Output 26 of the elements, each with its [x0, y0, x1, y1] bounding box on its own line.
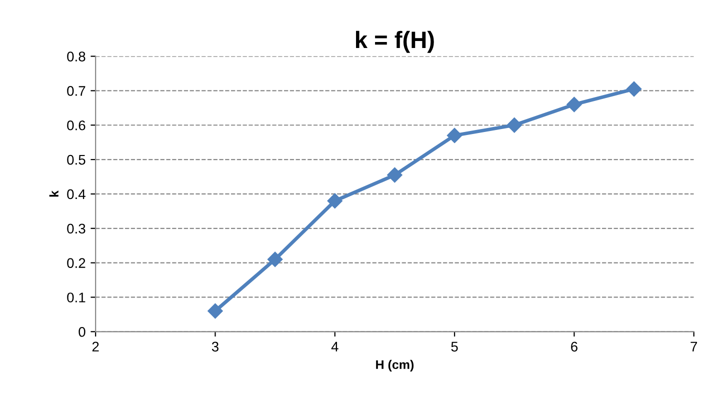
x-tick-label: 6: [571, 342, 578, 352]
point: [208, 303, 223, 319]
y-tick-label: 0.4: [67, 189, 86, 200]
point: [387, 167, 402, 183]
point: [566, 96, 582, 112]
point: [446, 128, 462, 144]
point: [506, 118, 522, 133]
y-tick-label: 0.7: [67, 86, 86, 96]
point: [267, 252, 283, 267]
point: [626, 81, 642, 97]
x-tick-label: 5: [451, 342, 458, 352]
point: [327, 193, 342, 208]
chart-title: k = f(H): [356, 30, 434, 53]
x-tick-label: 3: [212, 342, 218, 352]
y-tick-label: 0.5: [67, 154, 86, 165]
y-tick-label: 0.2: [67, 258, 86, 268]
y-tick-label: 0.6: [67, 120, 86, 130]
x-axis-title: H (cm): [376, 360, 414, 372]
x-tick-label: 7: [690, 342, 698, 352]
y-tick-label: 0: [78, 326, 86, 337]
x-tick-label: 2: [92, 342, 99, 352]
y-tick-label: 0.8: [67, 52, 86, 62]
y-tick-label: 0.1: [67, 292, 86, 302]
y-axis-title: k: [49, 190, 58, 197]
y-tick-label: 0.3: [67, 224, 86, 234]
x-tick-label: 4: [331, 342, 338, 352]
